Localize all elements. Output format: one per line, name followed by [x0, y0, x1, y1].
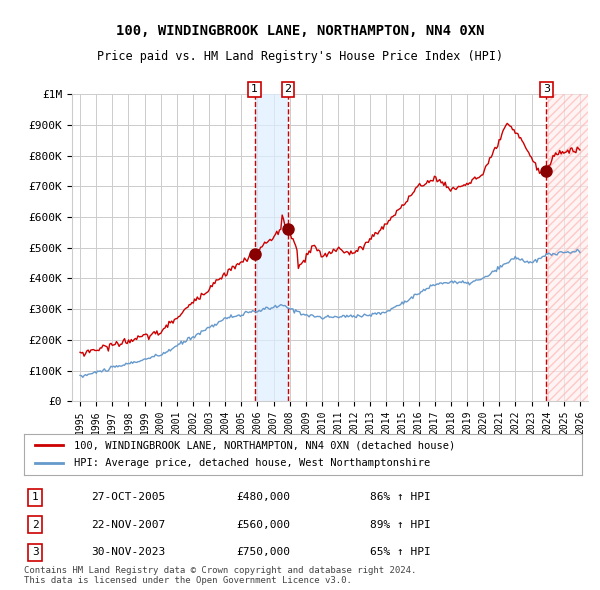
Text: 86% ↑ HPI: 86% ↑ HPI — [370, 493, 431, 502]
Bar — [254, 94, 288, 401]
Text: 22-NOV-2007: 22-NOV-2007 — [91, 520, 165, 530]
Bar — [547, 94, 588, 401]
Text: Price paid vs. HM Land Registry's House Price Index (HPI): Price paid vs. HM Land Registry's House … — [97, 50, 503, 63]
Text: 30-NOV-2023: 30-NOV-2023 — [91, 548, 165, 557]
Text: This data is licensed under the Open Government Licence v3.0.: This data is licensed under the Open Gov… — [24, 576, 352, 585]
Text: 100, WINDINGBROOK LANE, NORTHAMPTON, NN4 0XN (detached house): 100, WINDINGBROOK LANE, NORTHAMPTON, NN4… — [74, 440, 455, 450]
Text: 3: 3 — [543, 84, 550, 94]
Text: HPI: Average price, detached house, West Northamptonshire: HPI: Average price, detached house, West… — [74, 458, 430, 468]
Text: 2: 2 — [32, 520, 38, 530]
Text: 27-OCT-2005: 27-OCT-2005 — [91, 493, 165, 502]
Text: 2: 2 — [284, 84, 292, 94]
Text: 100, WINDINGBROOK LANE, NORTHAMPTON, NN4 0XN: 100, WINDINGBROOK LANE, NORTHAMPTON, NN4… — [116, 24, 484, 38]
Text: £750,000: £750,000 — [236, 548, 290, 557]
Text: 1: 1 — [32, 493, 38, 502]
Text: 3: 3 — [32, 548, 38, 557]
Text: £480,000: £480,000 — [236, 493, 290, 502]
Text: 65% ↑ HPI: 65% ↑ HPI — [370, 548, 431, 557]
Text: Contains HM Land Registry data © Crown copyright and database right 2024.: Contains HM Land Registry data © Crown c… — [24, 566, 416, 575]
Text: £560,000: £560,000 — [236, 520, 290, 530]
Text: 89% ↑ HPI: 89% ↑ HPI — [370, 520, 431, 530]
Text: 1: 1 — [251, 84, 258, 94]
